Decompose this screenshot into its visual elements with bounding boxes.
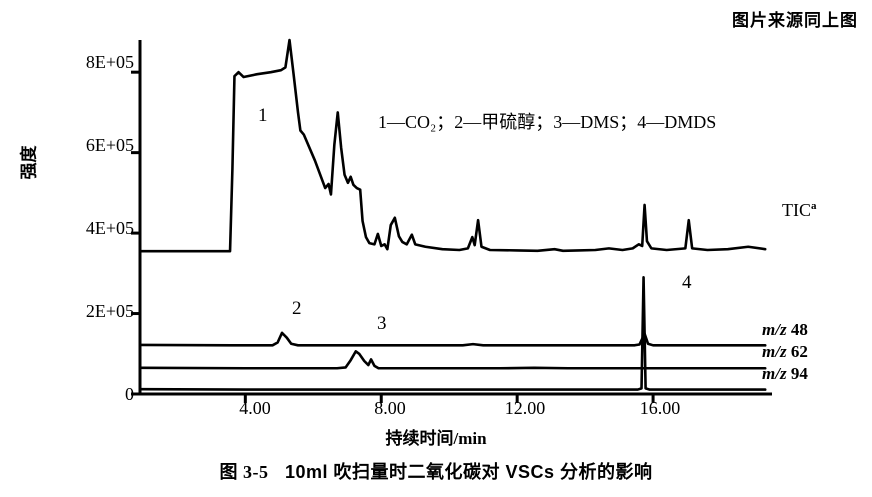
y-tick-label: 4E+05 [85, 218, 134, 238]
x-tick-label: 4.00 [239, 398, 271, 418]
y-tick-label: 2E+05 [85, 301, 134, 321]
peak-label-2: 2 [292, 298, 302, 319]
peak-label-3: 3 [377, 313, 387, 334]
mz62-trace-label: m/z 62 [762, 342, 808, 362]
axis-lines [138, 40, 772, 396]
x-tick-label: 16.00 [639, 398, 681, 418]
trace-m-z-62 [140, 350, 767, 370]
peak-label-1: 1 [258, 105, 268, 126]
mz62-prefix: m/z [762, 342, 787, 361]
x-tick-label: 8.00 [374, 398, 406, 418]
y-tick-label: 0 [125, 384, 134, 404]
mz94-trace-label: m/z 94 [762, 364, 808, 384]
tic-trace-label: TICa [782, 200, 817, 221]
mz48-trace-label: m/z 48 [762, 320, 808, 340]
trace-m-z-94 [140, 276, 767, 391]
mz48-value: 48 [790, 320, 808, 339]
mz94-value: 94 [790, 364, 808, 383]
trace-tic [140, 38, 767, 253]
tic-footnote-marker: a [811, 200, 817, 212]
peak-label-4: 4 [682, 272, 692, 293]
trace-m-z-48 [140, 331, 767, 347]
figure-caption: 图 3-5 10ml 吹扫量时二氧化碳对 VSCs 分析的影响 [0, 458, 872, 484]
tic-label-text: TIC [782, 200, 811, 220]
source-note: 图片来源同上图 [732, 11, 858, 30]
x-axis-label-unit: /min [453, 429, 487, 448]
x-tick-marks [243, 394, 655, 403]
y-tick-label: 6E+05 [85, 135, 134, 155]
y-tick-label: 8E+05 [85, 52, 134, 72]
figure-caption-text: 10ml 吹扫量时二氧化碳对 VSCs 分析的影响 [284, 462, 653, 482]
trace-paths [140, 38, 767, 391]
x-axis-label: 持续时间/min [0, 424, 872, 449]
mz94-prefix: m/z [762, 364, 787, 383]
figure-number: 图 3-5 [219, 462, 269, 482]
mz62-value: 62 [790, 342, 808, 361]
series-legend: 1—CO₂；2—甲硫醇；3—DMS；4—DMDS [378, 112, 717, 132]
y-axis-label: 强度 [19, 145, 39, 180]
x-axis-label-text: 持续时间 [385, 429, 454, 448]
mz48-prefix: m/z [762, 320, 787, 339]
x-tick-label: 12.00 [504, 398, 546, 418]
